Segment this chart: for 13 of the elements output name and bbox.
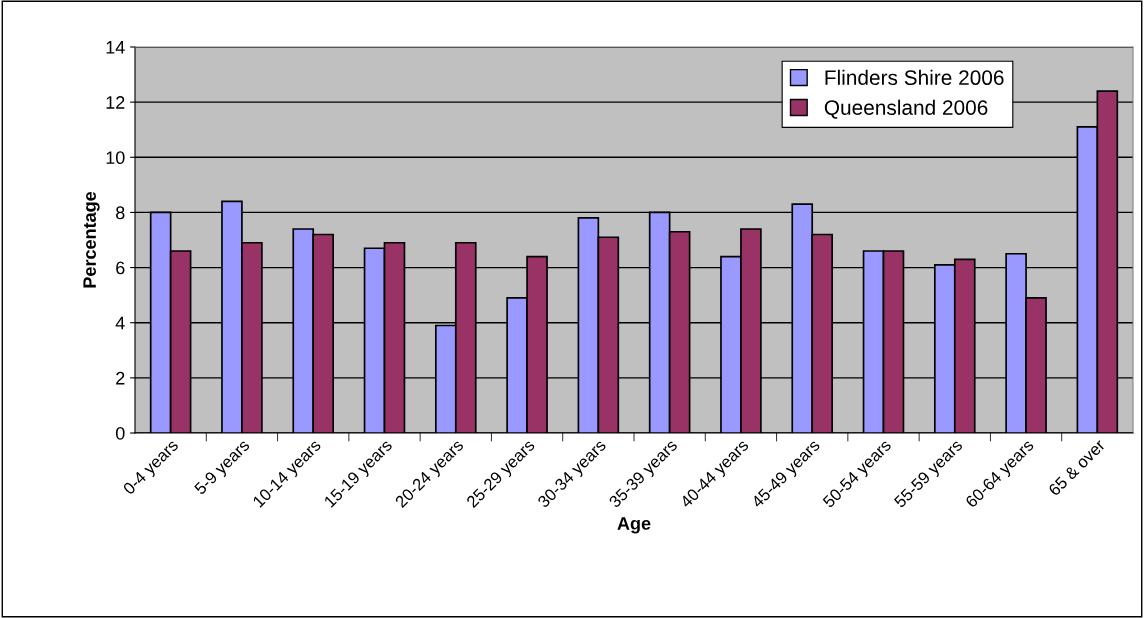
y-tick-label: 6 [116,261,125,275]
y-tick-label: 10 [106,151,125,165]
legend-label: Flinders Shire 2006 [825,69,1004,86]
y-tick-label: 2 [116,371,125,385]
x-axis-title: Age [617,517,651,534]
y-tick-label: 4 [115,316,125,330]
y-tick-label: 12 [106,96,125,109]
y-axis-title: Percentage [83,191,100,288]
y-tick-label: 0 [115,426,125,440]
y-tick-label: 8 [116,206,125,220]
x-tick-label: 65 & over [1047,438,1106,497]
legend-label: Queensland 2006 [824,99,988,119]
y-tick-label: 14 [106,41,125,54]
